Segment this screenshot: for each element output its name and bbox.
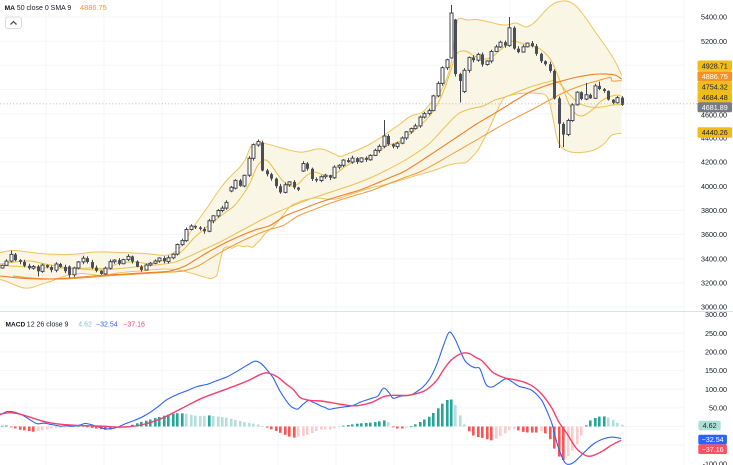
svg-text:100.00: 100.00 bbox=[705, 385, 727, 394]
svg-text:−32.54: −32.54 bbox=[702, 435, 724, 444]
svg-text:4681.89: 4681.89 bbox=[702, 103, 728, 112]
svg-text:−37.16: −37.16 bbox=[702, 445, 724, 454]
svg-text:4886.75: 4886.75 bbox=[80, 3, 107, 12]
svg-text:3600.00: 3600.00 bbox=[701, 230, 727, 239]
svg-text:4928.71: 4928.71 bbox=[702, 61, 728, 70]
svg-text:200.00: 200.00 bbox=[705, 348, 727, 357]
svg-text:50.00: 50.00 bbox=[709, 404, 727, 413]
svg-text:4754.32: 4754.32 bbox=[702, 83, 728, 92]
svg-text:4684.48: 4684.48 bbox=[702, 93, 728, 102]
svg-text:-100.00: -100.00 bbox=[703, 459, 727, 465]
svg-text:5400.00: 5400.00 bbox=[701, 13, 727, 22]
svg-text:3000.00: 3000.00 bbox=[701, 303, 727, 312]
svg-text:250.00: 250.00 bbox=[705, 329, 727, 338]
svg-text:MACD: MACD bbox=[6, 322, 26, 329]
svg-text:5200.00: 5200.00 bbox=[701, 37, 727, 46]
svg-text:3800.00: 3800.00 bbox=[701, 206, 727, 215]
svg-text:300.00: 300.00 bbox=[705, 310, 727, 319]
svg-text:4.62: 4.62 bbox=[78, 322, 92, 329]
svg-text:−37.16: −37.16 bbox=[123, 322, 145, 329]
svg-text:50 close 0 SMA 9: 50 close 0 SMA 9 bbox=[17, 5, 72, 12]
svg-text:4600.00: 4600.00 bbox=[701, 110, 727, 119]
svg-text:4.62: 4.62 bbox=[703, 421, 717, 430]
svg-text:12 26 close 9: 12 26 close 9 bbox=[27, 322, 69, 329]
svg-text:3200.00: 3200.00 bbox=[701, 278, 727, 287]
svg-text:4886.75: 4886.75 bbox=[702, 72, 728, 81]
svg-text:3400.00: 3400.00 bbox=[701, 254, 727, 263]
svg-text:4400.00: 4400.00 bbox=[701, 133, 727, 142]
svg-text:4000.00: 4000.00 bbox=[701, 182, 727, 191]
svg-text:MA: MA bbox=[5, 5, 16, 12]
svg-text:−32.54: −32.54 bbox=[96, 322, 118, 329]
svg-text:4440.26: 4440.26 bbox=[702, 128, 728, 137]
svg-text:4200.00: 4200.00 bbox=[701, 158, 727, 167]
svg-text:150.00: 150.00 bbox=[705, 366, 727, 375]
